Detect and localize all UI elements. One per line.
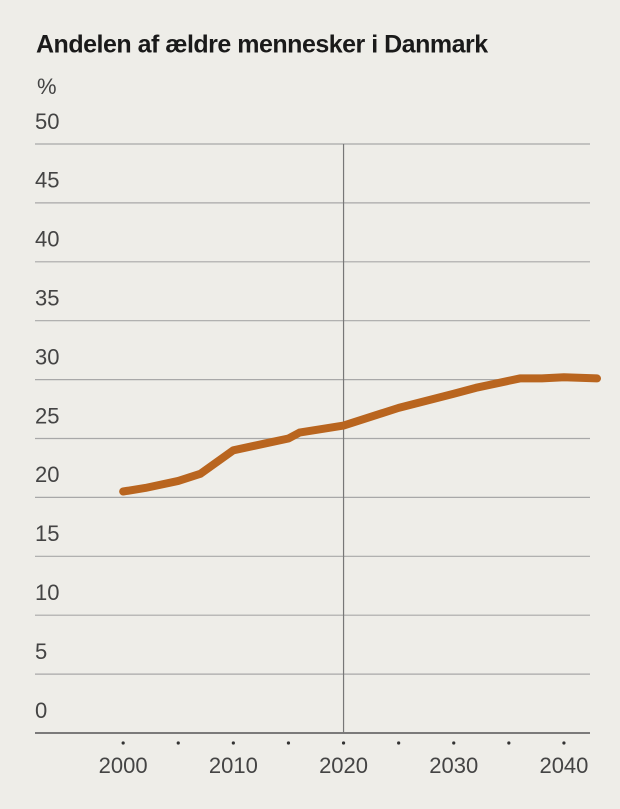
y-tick-label: 5: [35, 639, 47, 664]
y-axis-label: %: [37, 74, 57, 99]
y-tick-label: 35: [35, 286, 59, 311]
x-tick-label: 2000: [99, 753, 148, 778]
y-tick-label: 15: [35, 521, 59, 546]
x-minor-tick-mark: [286, 741, 291, 745]
x-tick-label: 2030: [429, 753, 478, 778]
y-tick-label: 25: [35, 403, 59, 428]
x-tick-label: 2020: [319, 753, 368, 778]
x-tick-mark: [562, 741, 566, 745]
x-tick-mark: [452, 741, 456, 745]
x-tick-mark: [231, 741, 235, 745]
x-minor-tick-mark: [507, 741, 511, 745]
y-tick-label: 45: [35, 168, 59, 193]
data-line: [119, 373, 601, 496]
y-tick-label: 30: [35, 344, 59, 369]
x-tick-label: 2040: [539, 753, 588, 778]
y-tick-label: 20: [35, 462, 59, 487]
x-tick-mark: [121, 741, 125, 745]
y-tick-label: 40: [35, 227, 59, 252]
x-tick-mark: [341, 741, 346, 745]
y-tick-label: 50: [35, 109, 59, 134]
chart-title: Andelen af ældre mennesker i Danmark: [36, 31, 488, 59]
y-tick-label: 0: [35, 698, 47, 723]
x-minor-tick-mark: [397, 741, 401, 745]
y-tick-label: 10: [35, 580, 59, 605]
x-minor-tick-mark: [176, 741, 180, 745]
x-tick-label: 2010: [209, 753, 258, 778]
